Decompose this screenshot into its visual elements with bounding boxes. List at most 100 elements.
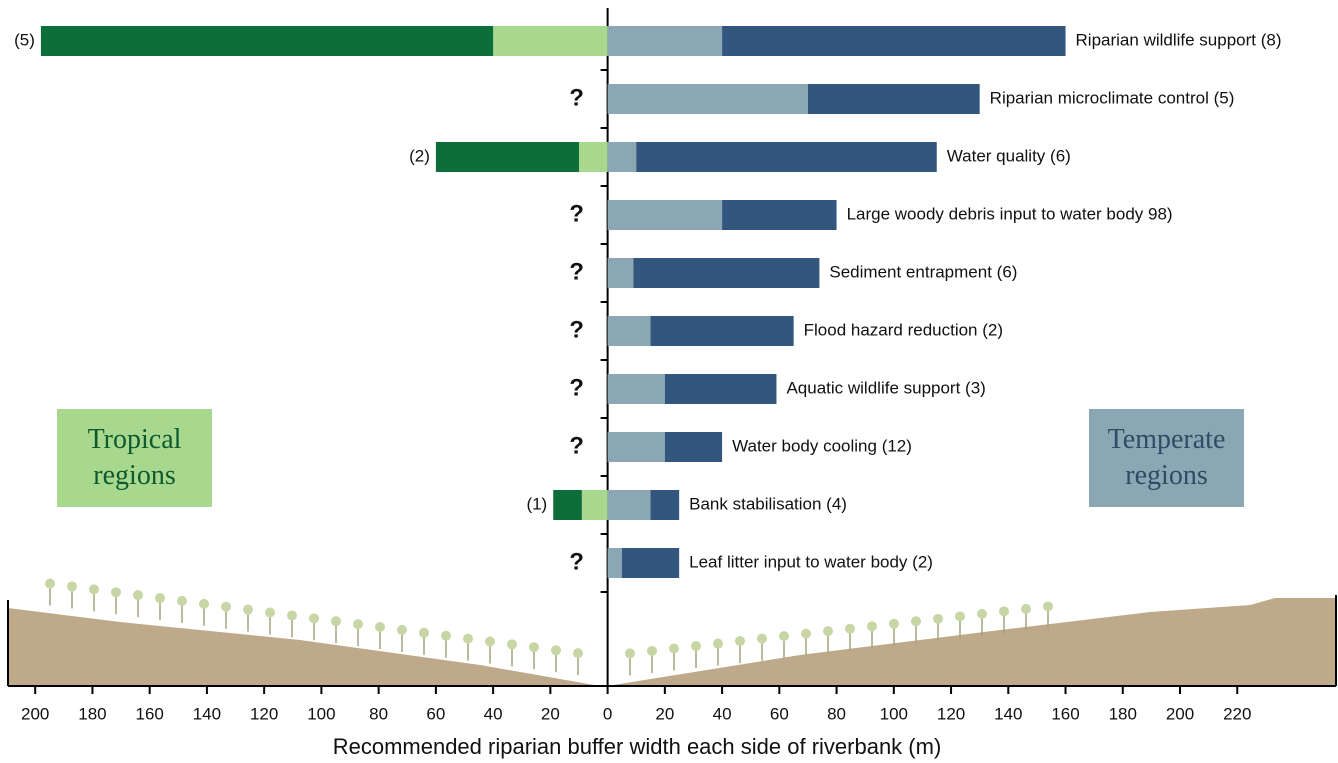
tree-crown [647, 645, 657, 656]
x-tick-label: 180 [78, 704, 106, 723]
tree-crown [243, 604, 253, 615]
tree-crown [955, 611, 965, 622]
bar [40, 26, 494, 56]
left-label: ? [569, 258, 584, 285]
x-tick-label: 200 [21, 704, 49, 723]
category-label: Leaf litter input to water body (2) [689, 552, 933, 571]
x-tick-label: 220 [1223, 704, 1251, 723]
x-tick-label: 120 [250, 704, 278, 723]
bar [664, 432, 723, 462]
bar [581, 490, 608, 520]
tree-crown [713, 638, 723, 649]
annotation: Tropical regions [57, 409, 212, 507]
bar [650, 490, 680, 520]
x-tick-label: 180 [1109, 704, 1137, 723]
bar [607, 316, 651, 346]
bar [621, 548, 680, 578]
tree-crown [933, 613, 943, 624]
tree-crown [823, 626, 833, 637]
x-tick-label: 160 [135, 704, 163, 723]
x-tick-label: 100 [880, 704, 908, 723]
tree-crown [1043, 601, 1053, 612]
x-tick-label: 160 [1051, 704, 1079, 723]
tree-crown [507, 639, 517, 650]
tree-crown [867, 621, 877, 632]
x-tick-label: 60 [770, 704, 789, 723]
category-label: Aquatic wildlife support (3) [786, 378, 985, 397]
tree-crown [309, 613, 319, 624]
tree-crown [485, 636, 495, 647]
x-tick-label: 120 [937, 704, 965, 723]
tree-crown [463, 633, 473, 644]
tree-crown [287, 610, 297, 621]
bar [607, 26, 723, 56]
tree-crown [669, 643, 679, 654]
left-label: ? [569, 548, 584, 575]
x-axis-label: Recommended riparian buffer width each s… [333, 734, 942, 759]
tree-crown [45, 578, 55, 589]
bar [664, 374, 777, 404]
tree-crown [375, 622, 385, 633]
x-tick-label: 200 [1166, 704, 1194, 723]
bar [636, 142, 937, 172]
left-label: (1) [526, 494, 547, 513]
category-label: Sediment entrapment (6) [829, 262, 1017, 281]
tree-crown [779, 631, 789, 642]
x-tick-label: 140 [994, 704, 1022, 723]
bar [650, 316, 794, 346]
bar [607, 548, 622, 578]
tree-crown [735, 636, 745, 647]
category-label: Water quality (6) [947, 146, 1071, 165]
tree-crown [155, 593, 165, 604]
bar [607, 432, 665, 462]
left-label: (5) [14, 30, 35, 49]
bar [607, 84, 808, 114]
bar [607, 490, 651, 520]
bar [607, 258, 634, 288]
tree-crown [529, 642, 539, 653]
tree-crown [265, 607, 275, 618]
tree-crown [625, 648, 635, 659]
tree-crown [911, 616, 921, 627]
tree-crown [889, 618, 899, 629]
bar [722, 200, 837, 230]
left-label: ? [569, 374, 584, 401]
category-label: Riparian wildlife support (8) [1076, 30, 1282, 49]
left-label: ? [569, 200, 584, 227]
bar [578, 142, 608, 172]
tree-crown [177, 595, 187, 606]
x-tick-label: 80 [369, 704, 388, 723]
tree-crown [573, 648, 583, 659]
tree-crown [89, 584, 99, 595]
x-tick-label: 0 [603, 704, 612, 723]
bar [607, 374, 665, 404]
tree-crown [1021, 603, 1031, 614]
tree-crown [331, 616, 341, 627]
x-tick-label: 80 [827, 704, 846, 723]
tree-crown [977, 608, 987, 619]
x-tick-label: 60 [426, 704, 445, 723]
annotation: Temperate regions [1089, 409, 1244, 507]
x-tick-label: 100 [307, 704, 335, 723]
tree-crown [845, 623, 855, 634]
bar [607, 142, 637, 172]
bar [607, 200, 723, 230]
bar [807, 84, 980, 114]
tree-crown [67, 581, 77, 592]
tree-crown [757, 633, 767, 644]
tree-crown [397, 624, 407, 635]
left-label: (2) [409, 146, 430, 165]
x-tick-label: 40 [484, 704, 503, 723]
x-tick-label: 20 [655, 704, 674, 723]
bar [435, 142, 579, 172]
tree-crown [801, 628, 811, 639]
category-label: Water body cooling (12) [732, 436, 912, 455]
tree-crown [441, 630, 451, 641]
tree-crown [133, 590, 143, 601]
tree-crown [419, 627, 429, 638]
x-tick-label: 40 [713, 704, 732, 723]
category-label: Bank stabilisation (4) [689, 494, 847, 513]
tree-crown [551, 645, 561, 656]
